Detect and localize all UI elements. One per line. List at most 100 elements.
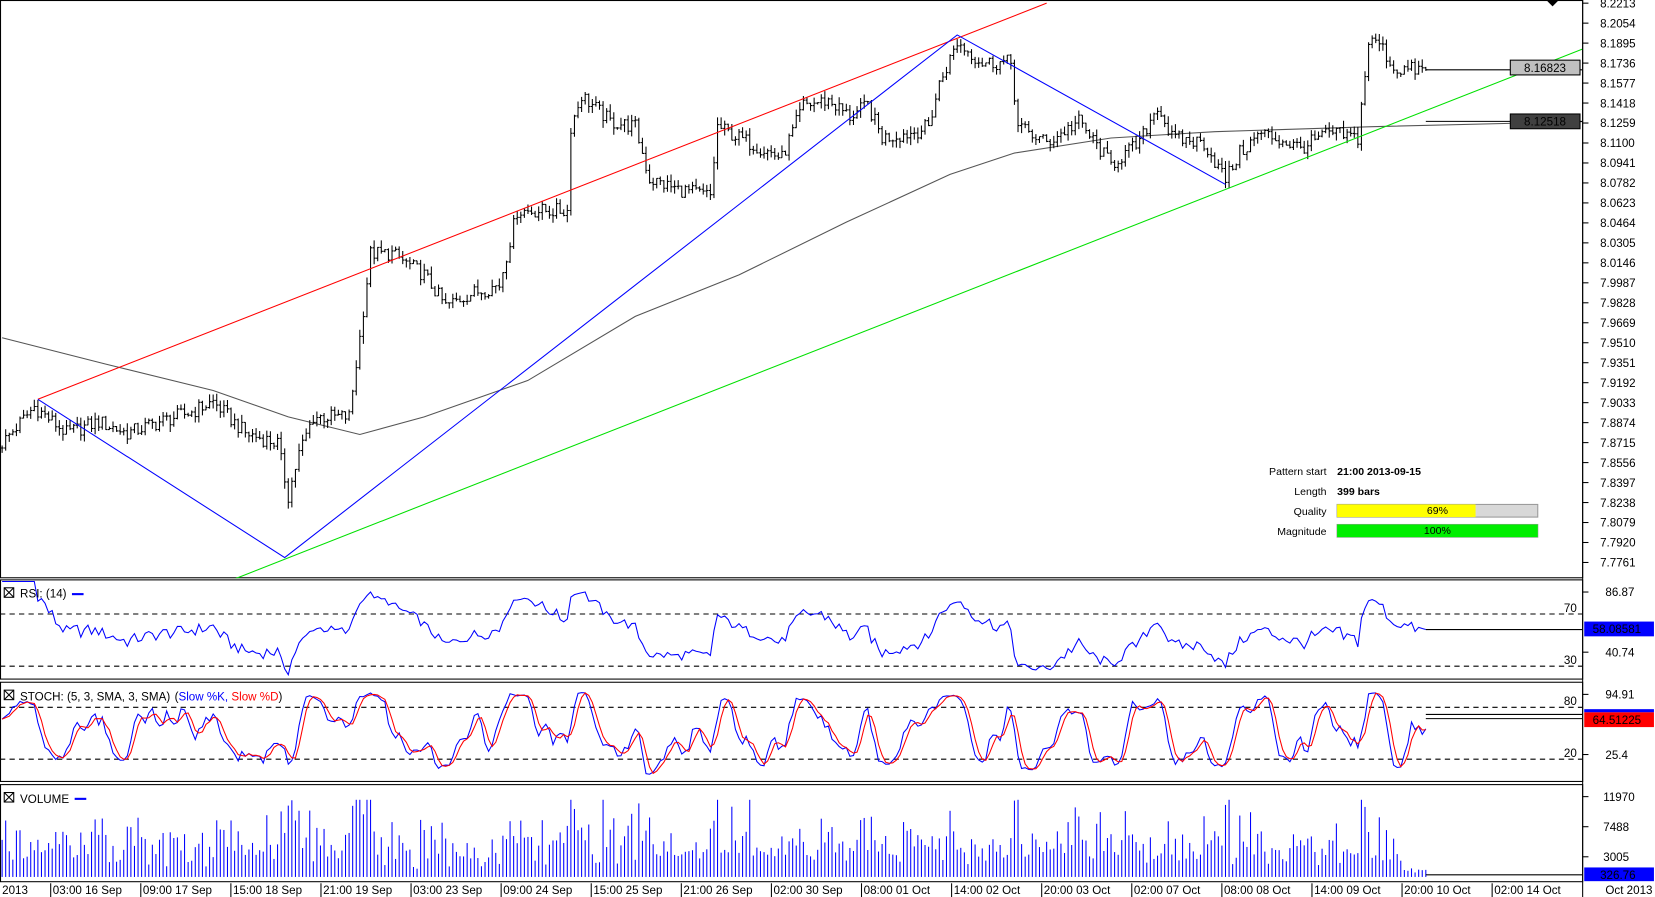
price-bar [50, 410, 54, 421]
price-bar [1052, 135, 1056, 149]
price-bar [941, 72, 945, 83]
price-bar [1302, 140, 1306, 154]
stoch-tick-label: 94.91 [1605, 689, 1634, 702]
price-bar [1037, 136, 1042, 144]
price-bar [1359, 101, 1364, 151]
price-bar [1148, 113, 1152, 139]
price-bar [229, 407, 233, 428]
price-bar [848, 105, 852, 126]
price-bar [140, 425, 144, 435]
price-bar [311, 414, 315, 425]
price-bar [411, 259, 416, 265]
price-bar [605, 108, 609, 124]
price-bar [1105, 141, 1110, 154]
price-bar [1366, 42, 1371, 82]
price-bar [615, 127, 619, 130]
price-bar [655, 177, 659, 189]
price-bar [1277, 135, 1281, 149]
price-bar [64, 419, 69, 435]
price-bar [1284, 140, 1288, 146]
punctuation: ) [279, 691, 283, 704]
price-bar [1381, 36, 1385, 51]
price-tick-label: 7.8079 [1600, 517, 1636, 530]
price-bar [1413, 58, 1417, 80]
price-bar [1084, 122, 1088, 134]
price-bar [1062, 126, 1067, 136]
price-bar [308, 420, 312, 439]
price-bar [583, 92, 587, 105]
price-bar [1334, 127, 1338, 141]
price-bar [884, 130, 888, 146]
price-bar [68, 420, 72, 431]
price-bar [218, 400, 222, 418]
price-bar [694, 178, 698, 190]
price-bar [705, 184, 709, 198]
price-bar [161, 412, 165, 427]
info-value: 21:00 2013-09-15 [1337, 466, 1421, 478]
support-line [234, 48, 1583, 579]
price-bar [562, 209, 566, 217]
magnitude-bar-fill [1337, 524, 1538, 538]
price-bar [301, 434, 305, 456]
price-bar [379, 240, 383, 254]
price-bar [351, 389, 355, 415]
price-bar [823, 91, 827, 112]
price-bar [580, 96, 584, 113]
price-bar [891, 139, 895, 148]
price-bar [1409, 59, 1414, 71]
price-bar [930, 110, 934, 127]
price-bar [190, 410, 194, 417]
price-bar [640, 137, 645, 154]
price-bar [676, 180, 680, 190]
price-bar [912, 127, 916, 140]
price-bar [1095, 129, 1099, 150]
resistance-line [37, 2, 1047, 400]
price-bar [129, 426, 133, 440]
price-bar [1191, 136, 1195, 150]
price-bar [1023, 121, 1027, 129]
stoch-legend: (Slow %K, Slow %D) [175, 691, 283, 704]
price-bar [544, 203, 548, 213]
price-bar [401, 250, 405, 265]
price-bar [383, 249, 387, 253]
price-bar [962, 42, 966, 56]
x-axis-label: 15:00 18 Sep [233, 884, 302, 897]
price-bar [315, 411, 319, 427]
price-bar [436, 284, 441, 297]
price-bar [233, 413, 237, 430]
price-bar [415, 260, 419, 265]
price-bar [208, 394, 212, 409]
x-axis-label: 21:00 26 Sep [683, 884, 752, 897]
volume-tick-label: 3005 [1603, 851, 1629, 864]
price-bar [272, 442, 276, 450]
price-bar [279, 431, 283, 461]
price-bar [740, 127, 745, 139]
price-bar [483, 291, 487, 300]
price-tick-label: 7.9510 [1600, 337, 1636, 350]
price-bar [422, 263, 426, 284]
price-bar [887, 132, 891, 143]
price-bar [1130, 137, 1135, 152]
price-tick-label: 8.0782 [1600, 177, 1636, 190]
price-bar [783, 150, 788, 156]
price-bar [1198, 133, 1203, 142]
price-bar [211, 394, 215, 409]
price-bar [698, 186, 702, 192]
price-bar [1080, 114, 1084, 128]
price-bar [1173, 124, 1177, 139]
price-bar [1324, 124, 1328, 134]
price-bar [916, 127, 920, 144]
x-axis-label: 02:00 14 Oct [1494, 884, 1561, 897]
price-bar [1345, 128, 1349, 144]
price-bar [934, 93, 938, 118]
x-axis-label: 08:00 08 Oct [1224, 884, 1291, 897]
price-bar [826, 97, 831, 110]
price-bar [508, 242, 512, 264]
price-bar [333, 406, 337, 421]
price-bar [712, 156, 716, 199]
price-bar [476, 279, 480, 296]
price-bar [290, 477, 294, 508]
price-bar [1309, 130, 1313, 152]
price-bar [630, 114, 634, 137]
